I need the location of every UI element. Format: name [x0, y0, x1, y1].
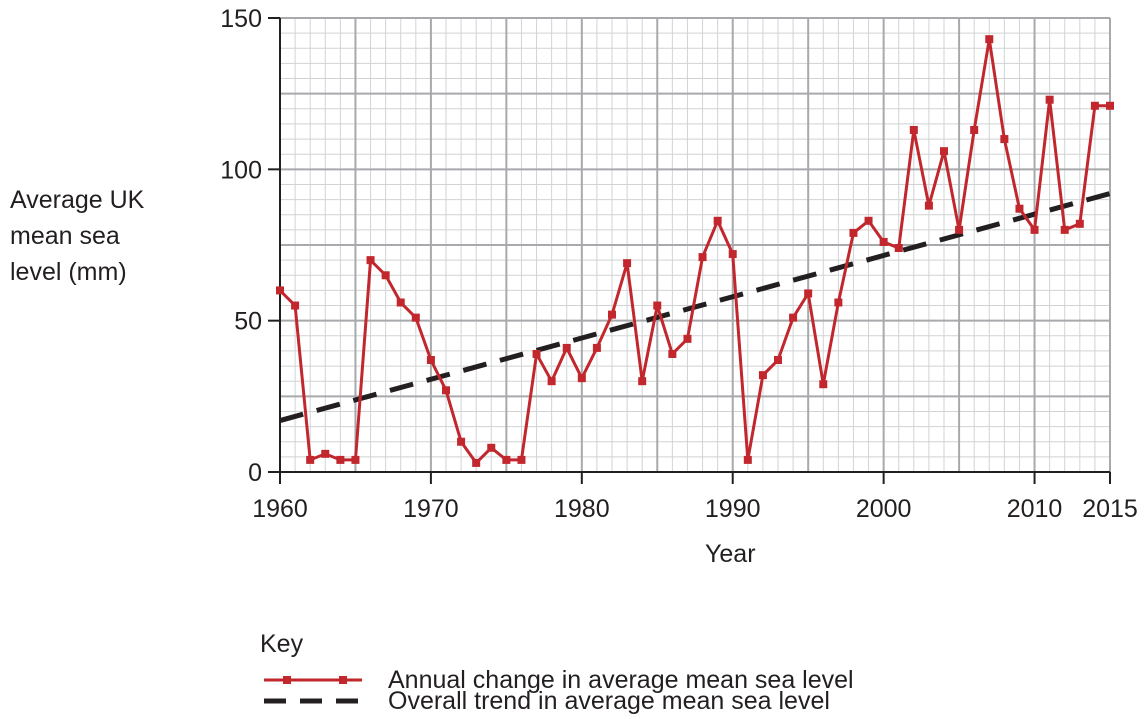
legend-label-annual: Annual change in average mean sea level — [388, 666, 854, 694]
annual-change-point — [306, 455, 315, 464]
annual-change-point — [1075, 219, 1084, 228]
legend-swatch-annual — [264, 676, 362, 684]
annual-change-point — [1060, 225, 1069, 234]
annual-change-point — [457, 437, 466, 446]
annual-change-point — [442, 386, 450, 395]
annual-change-point — [804, 289, 813, 298]
y-axis-title: Average UK mean sea level (mm) — [10, 182, 200, 290]
annual-change-point — [366, 256, 375, 265]
annual-change-point — [698, 253, 707, 262]
annual-change-point — [1030, 225, 1039, 234]
annual-change-point — [1106, 101, 1114, 110]
annual-change-point — [894, 244, 903, 253]
annual-change-point — [653, 301, 662, 310]
x-tick-label: 2015 — [1082, 495, 1138, 523]
annual-change-point — [1000, 135, 1009, 144]
annual-change-point — [472, 458, 481, 467]
y-axis-title-line-1: Average UK — [10, 186, 145, 214]
annual-change-point — [819, 380, 828, 389]
x-tick-label: 1970 — [403, 495, 459, 523]
trend-line — [279, 191, 1111, 423]
annual-change-point — [985, 35, 994, 44]
x-tick-label: 1960 — [252, 495, 308, 523]
y-axis-title-line-2: mean sea — [10, 222, 120, 250]
annual-change-point — [758, 371, 767, 380]
annual-change-point — [879, 237, 888, 246]
annual-change-line — [278, 37, 1110, 465]
annual-change-point — [849, 228, 858, 237]
annual-change-point — [562, 343, 571, 352]
annual-change-point — [517, 455, 526, 464]
x-tick-label: 2000 — [856, 495, 912, 523]
legend-item-annual: Annual change in average mean sea level — [260, 662, 980, 698]
annual-change-point — [411, 313, 420, 322]
legend-title: Key — [260, 630, 304, 658]
legend-swatch-trend — [264, 698, 362, 704]
axes — [268, 17, 1111, 484]
y-tick-label: 150 — [220, 5, 262, 33]
x-tick-label: 1990 — [705, 495, 761, 523]
annual-change-point — [909, 125, 918, 134]
annual-change-point — [668, 349, 677, 358]
grid-major-lines — [279, 17, 1111, 473]
annual-change-point — [321, 449, 330, 458]
annual-change-point — [532, 349, 541, 358]
y-tick-label: 100 — [220, 156, 262, 184]
annual-change-point — [728, 250, 737, 259]
annual-change-point — [924, 201, 933, 210]
x-axis-title: Year — [705, 540, 756, 568]
annual-change-point — [864, 216, 873, 225]
annual-change-point — [547, 377, 556, 386]
x-tick-label: 2010 — [1007, 495, 1063, 523]
annual-change-point — [713, 216, 722, 225]
annual-change-point — [577, 374, 586, 383]
legend-item-trend: Overall trend in average mean sea level — [260, 683, 980, 719]
annual-change-point — [789, 313, 798, 322]
legend-label-trend: Overall trend in average mean sea level — [388, 687, 830, 715]
annual-change-point — [1045, 95, 1054, 104]
annual-change-point — [381, 271, 390, 280]
annual-change-point — [1015, 204, 1024, 213]
annual-change-point — [1090, 101, 1099, 110]
annual-change-point — [396, 298, 405, 307]
annual-change-point — [834, 298, 843, 307]
y-tick-label: 50 — [234, 308, 262, 336]
annual-change-point — [291, 301, 300, 310]
annual-change-point — [276, 286, 284, 295]
annual-change-point — [774, 356, 782, 365]
series-layer — [276, 35, 1114, 467]
annual-change-point — [623, 259, 632, 268]
y-tick-label: 0 — [248, 459, 262, 487]
annual-change-point — [683, 334, 692, 343]
annual-change-point — [970, 125, 979, 134]
annual-change-point — [608, 310, 616, 319]
tick-labels: 0 50 100 150 1960 1970 1980 1990 2000 2010 2015 — [220, 5, 1138, 523]
x-tick-label: 1980 — [554, 495, 610, 523]
y-axis-title-line-3: level (mm) — [10, 258, 127, 286]
annual-change-point — [955, 225, 964, 234]
annual-change-point — [336, 455, 345, 464]
annual-change-point — [638, 377, 647, 386]
annual-change-point — [426, 356, 435, 365]
annual-change-point — [743, 455, 752, 464]
annual-change-point — [487, 443, 496, 452]
annual-change-point — [940, 147, 948, 156]
annual-change-point — [592, 343, 601, 352]
annual-change-point — [502, 455, 511, 464]
annual-change-point — [351, 455, 360, 464]
